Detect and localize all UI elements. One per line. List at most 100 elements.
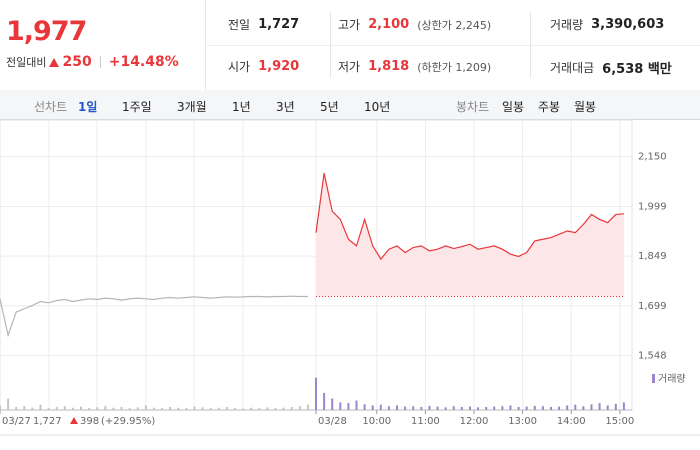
summary-cell: 거래량 3,390,603 <box>550 16 664 33</box>
summary-note: (하한가 1,209) <box>417 60 492 74</box>
row-divider <box>205 45 700 46</box>
volume-bar <box>371 405 374 410</box>
volume-bar <box>282 407 285 410</box>
volume-bar <box>517 406 520 410</box>
volume-bar <box>460 406 463 410</box>
volume-bar <box>242 408 245 410</box>
volume-bar <box>331 398 334 410</box>
price-line <box>315 172 624 261</box>
volume-bar <box>339 402 342 410</box>
summary-cell: 거래대금 6,538 백만 <box>550 58 672 77</box>
volume-bar <box>379 404 382 410</box>
volume-bar <box>428 405 431 410</box>
period-tab[interactable]: 1년 <box>232 100 251 114</box>
candle-tab[interactable]: 주봉 <box>538 100 561 114</box>
x-tick-label: 12:00 <box>460 416 489 427</box>
y-tick-label: 1,849 <box>638 251 667 262</box>
volume-bar <box>566 405 569 410</box>
period-tab[interactable]: 1일 <box>78 100 98 114</box>
volume-bar <box>217 407 220 410</box>
x-tick-label: 14:00 <box>557 416 586 427</box>
volume-bar <box>347 403 350 410</box>
legend-label: 거래량 <box>658 373 686 385</box>
volume-bar <box>233 408 236 410</box>
volume-bar <box>201 407 204 410</box>
y-tick-label: 1,548 <box>638 351 667 362</box>
volume-bar <box>193 406 196 410</box>
volume-bar <box>15 406 18 410</box>
volume-bar <box>112 407 115 410</box>
volume-bar <box>47 408 50 410</box>
volume-bar <box>23 406 26 410</box>
volume-bar <box>225 406 228 410</box>
volume-bar <box>468 406 471 410</box>
x-tick-label: 11:00 <box>411 416 440 427</box>
change-row: 전일대비 250 +14.48% <box>6 54 179 70</box>
footer-change-pct: (+29.95%) <box>101 416 155 427</box>
volume-bar <box>485 406 488 410</box>
summary-label: 저가 <box>338 60 361 74</box>
summary-cell: 저가 1,818 (하한가 1,209) <box>338 58 491 75</box>
price-line <box>0 295 308 338</box>
summary-label: 거래량 <box>550 18 584 32</box>
volume-bar <box>104 405 107 410</box>
candle-tab[interactable]: 월봉 <box>574 100 597 114</box>
x-tick-label: 03/28 <box>318 416 347 427</box>
volume-bar <box>96 407 99 410</box>
volume-bar <box>323 392 326 410</box>
volume-bar <box>274 408 277 410</box>
volume-bar <box>387 406 390 410</box>
footer-price: 1,727 <box>33 416 62 427</box>
volume-bar <box>161 408 164 410</box>
summary-value: 6,538 백만 <box>602 62 672 77</box>
volume-bar <box>606 405 609 410</box>
volume-bar <box>412 406 415 410</box>
price-box: 1,977 전일대비 250 +14.48% <box>0 0 206 90</box>
candle-tab[interactable]: 일봉 <box>502 100 525 114</box>
tab-group-label: 선차트 <box>34 100 68 114</box>
period-tab[interactable]: 1주일 <box>122 100 152 114</box>
volume-bar <box>622 402 625 410</box>
volume-bar <box>55 406 58 410</box>
x-tick-label: 13:00 <box>508 416 537 427</box>
volume-bar <box>396 405 399 410</box>
volume-bar <box>298 406 301 410</box>
volume-bar <box>306 404 309 410</box>
volume-bar <box>404 406 407 410</box>
tab-group-label: 봉차트 <box>456 100 490 114</box>
volume-bar <box>152 407 155 410</box>
period-tab[interactable]: 3개월 <box>177 100 207 114</box>
divider <box>99 56 101 68</box>
x-tick-label: 10:00 <box>362 416 391 427</box>
volume-bar <box>420 406 423 410</box>
volume-bar <box>558 406 561 410</box>
summary-label: 고가 <box>338 18 361 32</box>
y-tick-label: 1,699 <box>638 301 667 312</box>
volume-bar <box>509 405 512 410</box>
volume-bar <box>71 407 74 410</box>
volume-bar <box>250 407 253 410</box>
volume-bar <box>598 403 601 410</box>
period-tab[interactable]: 10년 <box>364 100 391 114</box>
period-tab[interactable]: 3년 <box>276 100 295 114</box>
volume-bar <box>88 408 91 410</box>
volume-bar <box>614 403 617 410</box>
volume-bar <box>128 408 131 410</box>
summary-cell: 시가 1,920 <box>228 58 299 75</box>
volume-bar <box>363 404 366 410</box>
volume-bar <box>574 404 577 410</box>
volume-bar <box>315 377 317 410</box>
volume-bar <box>590 404 593 410</box>
volume-bar <box>541 406 544 410</box>
volume-bar <box>258 408 261 410</box>
summary-value: 1,920 <box>258 59 300 74</box>
price-area <box>316 173 624 297</box>
summary-value: 3,390,603 <box>591 17 665 32</box>
volume-bar <box>169 406 172 410</box>
period-tab[interactable]: 5년 <box>320 100 339 114</box>
legend-swatch <box>652 374 655 383</box>
volume-bar <box>452 406 455 410</box>
summary-note: (상한가 2,245) <box>417 18 492 32</box>
